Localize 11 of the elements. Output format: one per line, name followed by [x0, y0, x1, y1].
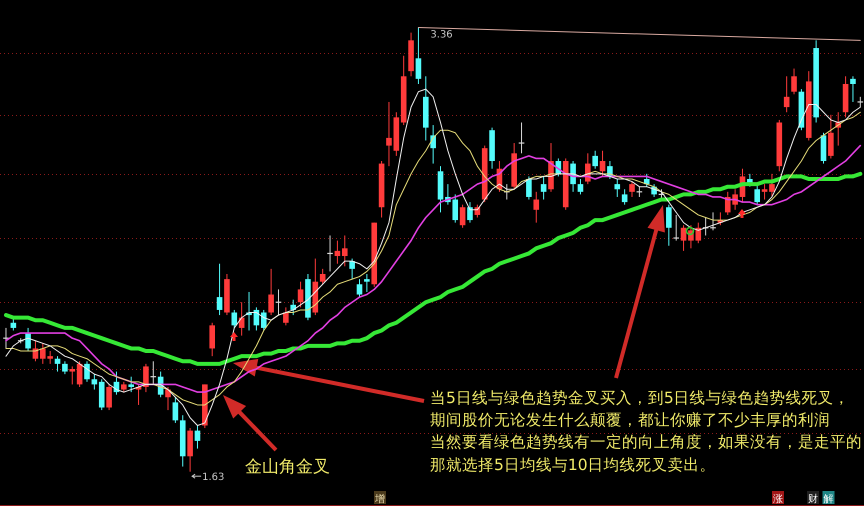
text: 涨: [773, 493, 783, 505]
text: 解: [824, 494, 834, 505]
annotation: 3.36: [430, 30, 453, 40]
annotation: 那就选择5日均线与10日均线死叉卖出。: [430, 456, 716, 474]
text: 增: [374, 493, 385, 505]
annotation: 当5日线与绿色趋势金叉买入，到5日线与绿色趋势线死叉，: [430, 389, 850, 407]
annotation: 期间股价无论发生什么颠覆，都让你赚了不少丰厚的利润: [430, 411, 830, 429]
annotation: 当然要看绿色趋势线有一定的向上角度，如果没有，是走平的: [430, 433, 862, 451]
text: 财: [808, 493, 818, 505]
text: 1.63: [202, 472, 224, 484]
annotation: 金山角金叉: [245, 457, 330, 477]
